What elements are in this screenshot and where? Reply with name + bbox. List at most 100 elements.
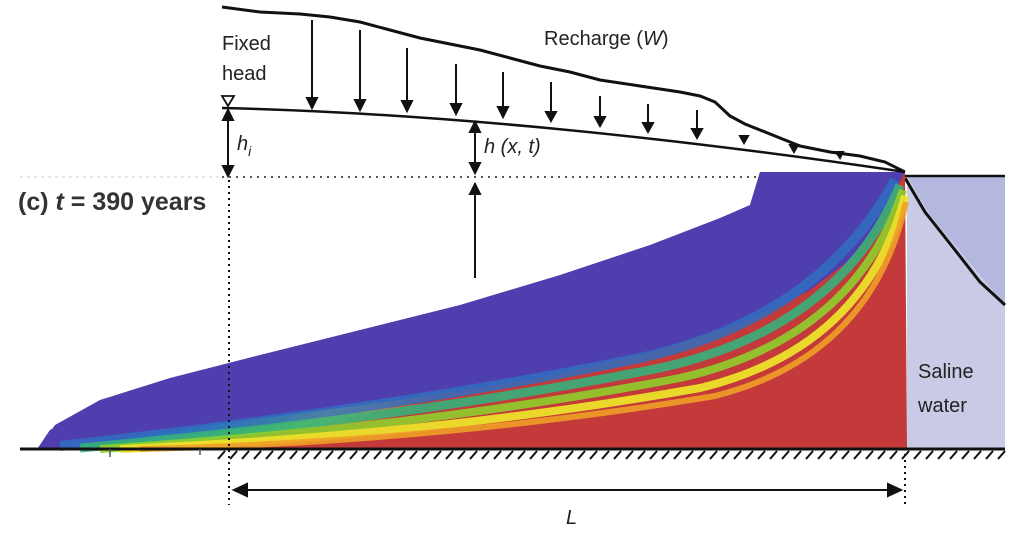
hatch-mark bbox=[889, 450, 898, 460]
hatch-mark bbox=[877, 450, 886, 460]
hatch-mark bbox=[865, 450, 874, 460]
hi-symbol: h bbox=[237, 133, 248, 155]
hatch-mark bbox=[217, 450, 226, 460]
hatch-mark bbox=[781, 450, 790, 460]
length-label: L bbox=[566, 507, 577, 529]
seabed-line bbox=[903, 177, 1007, 307]
hxt-arrow bbox=[468, 119, 482, 278]
hatch-mark bbox=[313, 450, 322, 460]
hatch-mark bbox=[793, 450, 802, 460]
hatch-mark bbox=[433, 450, 442, 460]
fixed-head-label-line1: Fixed bbox=[222, 33, 271, 55]
hatch-mark bbox=[361, 450, 370, 460]
fixed-head-marker bbox=[220, 95, 236, 108]
hatch-mark bbox=[481, 450, 490, 460]
hatch-mark bbox=[733, 450, 742, 460]
hatch-mark bbox=[541, 450, 550, 460]
mixing-stripe-orange bbox=[139, 201, 909, 452]
hatch-mark bbox=[697, 450, 706, 460]
mixing-stripe-lime bbox=[99, 188, 907, 453]
recharge-arrows bbox=[305, 20, 845, 160]
hatch-mark bbox=[721, 450, 730, 460]
panel-title-t: t bbox=[56, 188, 66, 216]
hatch-mark bbox=[637, 450, 646, 460]
water-table-curve bbox=[221, 106, 906, 174]
hatch-mark bbox=[841, 450, 850, 460]
hatch-mark bbox=[253, 450, 262, 460]
hatch-mark bbox=[277, 450, 286, 460]
hatch-mark bbox=[913, 450, 922, 460]
saline-water-label-line2: water bbox=[917, 395, 967, 417]
hatch-mark bbox=[901, 450, 910, 460]
hatch-mark bbox=[949, 450, 958, 460]
hatch-mark bbox=[769, 450, 778, 460]
hatch-mark bbox=[421, 450, 430, 460]
panel-title-value: = 390 years bbox=[64, 188, 207, 216]
hatch-mark bbox=[709, 450, 718, 460]
panel-title: (c) t = 390 years bbox=[18, 188, 206, 216]
hxt-label: h (x, t) bbox=[484, 136, 541, 158]
hatch-mark bbox=[529, 450, 538, 460]
hatch-mark bbox=[409, 450, 418, 460]
hatch-mark bbox=[349, 450, 358, 460]
hatch-mark bbox=[649, 450, 658, 460]
hatch-mark bbox=[961, 450, 970, 460]
hatch-mark bbox=[229, 450, 238, 460]
hatch-mark bbox=[553, 450, 562, 460]
hatch-mark bbox=[517, 450, 526, 460]
hatch-mark bbox=[613, 450, 622, 460]
hatch-mark bbox=[661, 450, 670, 460]
hatch-mark bbox=[337, 450, 346, 460]
hi-arrow bbox=[221, 107, 235, 179]
hatch-mark bbox=[265, 450, 274, 460]
hatch-mark bbox=[757, 450, 766, 460]
sea-shallow bbox=[907, 176, 1005, 305]
length-dimension-arrow bbox=[231, 482, 904, 498]
base-ticks-left bbox=[109, 449, 201, 457]
hatch-mark bbox=[373, 450, 382, 460]
hatch-mark bbox=[241, 450, 250, 460]
hatch-mark bbox=[853, 450, 862, 460]
hatch-mark bbox=[601, 450, 610, 460]
hatch-mark bbox=[685, 450, 694, 460]
recharge-label-suffix: ) bbox=[662, 28, 669, 50]
recharge-label-prefix: Recharge ( bbox=[544, 28, 643, 50]
hatch-mark bbox=[565, 450, 574, 460]
hi-label: hi bbox=[237, 133, 252, 159]
mixing-stripe-yellow bbox=[119, 194, 909, 453]
hatch-mark bbox=[805, 450, 814, 460]
hatch-mark bbox=[457, 450, 466, 460]
hatch-mark bbox=[493, 450, 502, 460]
impermeable-base-hatching bbox=[217, 450, 1006, 460]
panel-title-prefix: (c) bbox=[18, 188, 56, 216]
hatch-mark bbox=[301, 450, 310, 460]
freshwater-upper bbox=[38, 172, 905, 448]
hatch-mark bbox=[589, 450, 598, 460]
hatch-mark bbox=[385, 450, 394, 460]
hatch-mark bbox=[829, 450, 838, 460]
hatch-mark bbox=[937, 450, 946, 460]
hatch-mark bbox=[289, 450, 298, 460]
hatch-mark bbox=[577, 450, 586, 460]
hatch-mark bbox=[397, 450, 406, 460]
recharge-symbol: W bbox=[643, 28, 664, 50]
hatch-mark bbox=[445, 450, 454, 460]
hatch-mark bbox=[325, 450, 334, 460]
hatch-mark bbox=[625, 450, 634, 460]
hatch-mark bbox=[985, 450, 994, 460]
recharge-label: Recharge (W) bbox=[544, 28, 669, 50]
hatch-mark bbox=[973, 450, 982, 460]
hatch-mark bbox=[505, 450, 514, 460]
fixed-head-label-line2: head bbox=[222, 63, 267, 85]
hi-subscript: i bbox=[248, 143, 252, 159]
hatch-mark bbox=[745, 450, 754, 460]
hatch-mark bbox=[673, 450, 682, 460]
hatch-mark bbox=[817, 450, 826, 460]
mixing-stripe-blue bbox=[59, 177, 900, 451]
hatch-mark bbox=[469, 450, 478, 460]
saline-water-label-line1: Saline bbox=[918, 361, 974, 383]
hatch-mark bbox=[997, 450, 1006, 460]
hatch-mark bbox=[925, 450, 934, 460]
